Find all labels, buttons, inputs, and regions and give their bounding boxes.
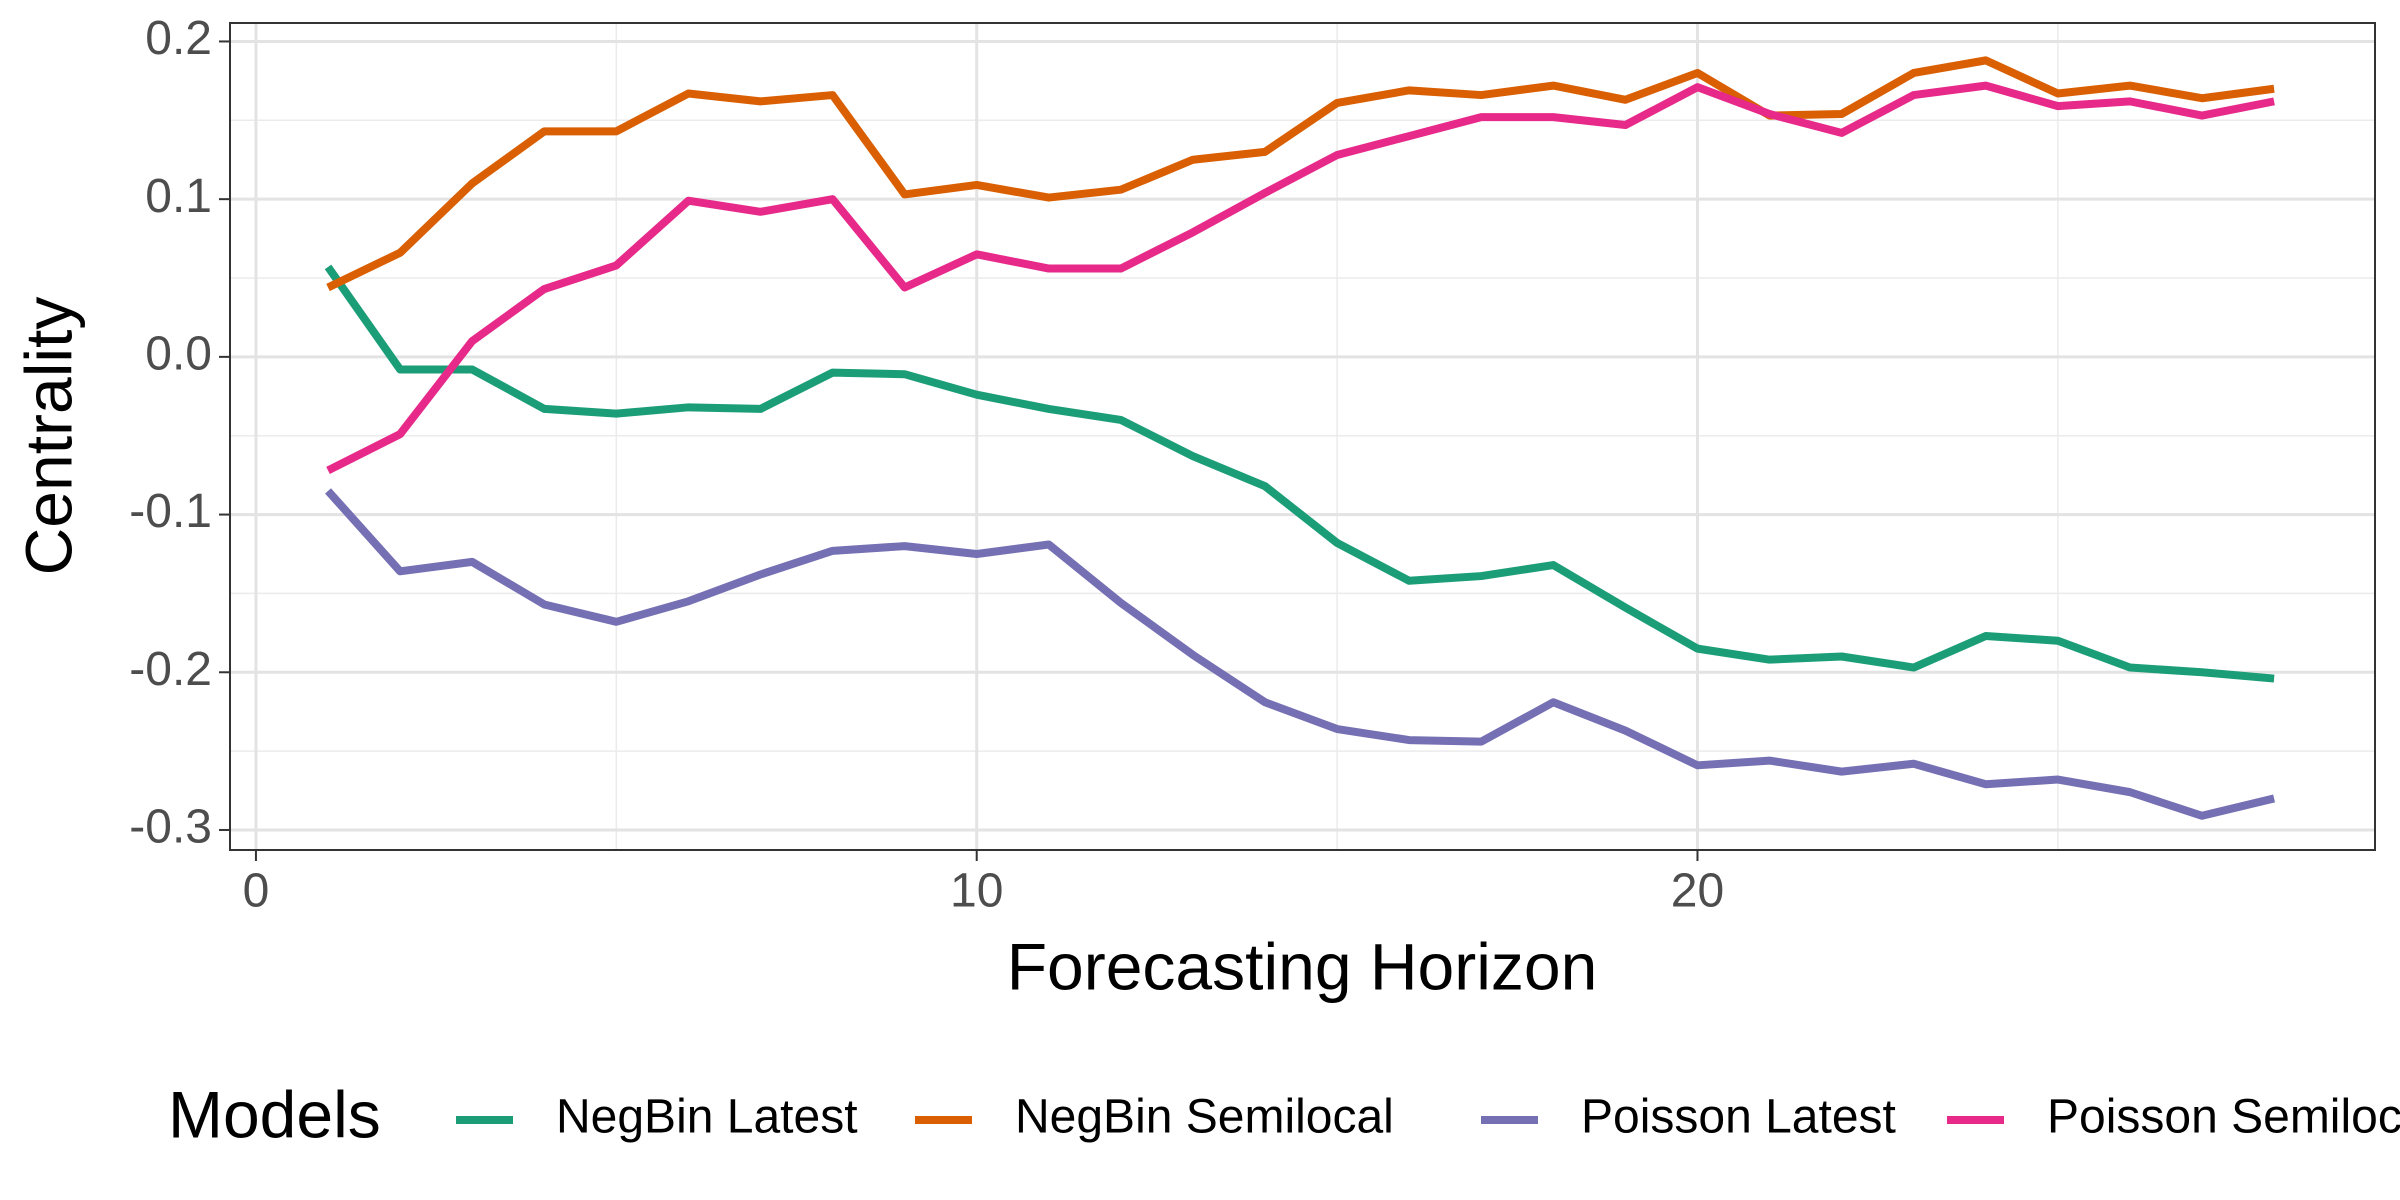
- series-line: [326, 81, 2275, 474]
- plot-border: [229, 22, 2376, 851]
- series-line: [325, 488, 2276, 820]
- y-tick-label: -0.2: [129, 643, 212, 696]
- y-tick-label: -0.1: [129, 485, 212, 538]
- axes: 0 10 20 0.2 0.1 0.0 -0.1 -0.2 -0.3: [129, 12, 1724, 918]
- legend-label: NegBin Latest: [556, 1091, 858, 1144]
- y-tick-label: 0.1: [145, 170, 212, 223]
- series-line: [324, 264, 2275, 683]
- x-axis-title: Forecasting Horizon: [1007, 929, 1598, 1003]
- x-tick-label: 20: [1671, 865, 1724, 918]
- legend-title: Models: [168, 1077, 381, 1151]
- grid: [230, 23, 2375, 850]
- y-tick-label: 0.2: [145, 12, 212, 65]
- x-tick-label: 10: [950, 865, 1003, 918]
- x-tick-label: 0: [243, 865, 270, 918]
- y-tick-label: -0.3: [129, 801, 212, 854]
- legend-label: Poisson Semilocal: [2047, 1091, 2400, 1144]
- y-tick-label: 0.0: [145, 328, 212, 381]
- y-axis-title: Centrality: [11, 297, 85, 576]
- legend-label: NegBin Semilocal: [1015, 1091, 1394, 1144]
- series-line: [326, 56, 2275, 292]
- legend-label: Poisson Latest: [1581, 1091, 1896, 1144]
- legend: NegBin Latest NegBin Semilocal Poisson Lat…: [456, 1091, 2400, 1144]
- plot-background: [230, 23, 2375, 850]
- lines: [324, 56, 2276, 820]
